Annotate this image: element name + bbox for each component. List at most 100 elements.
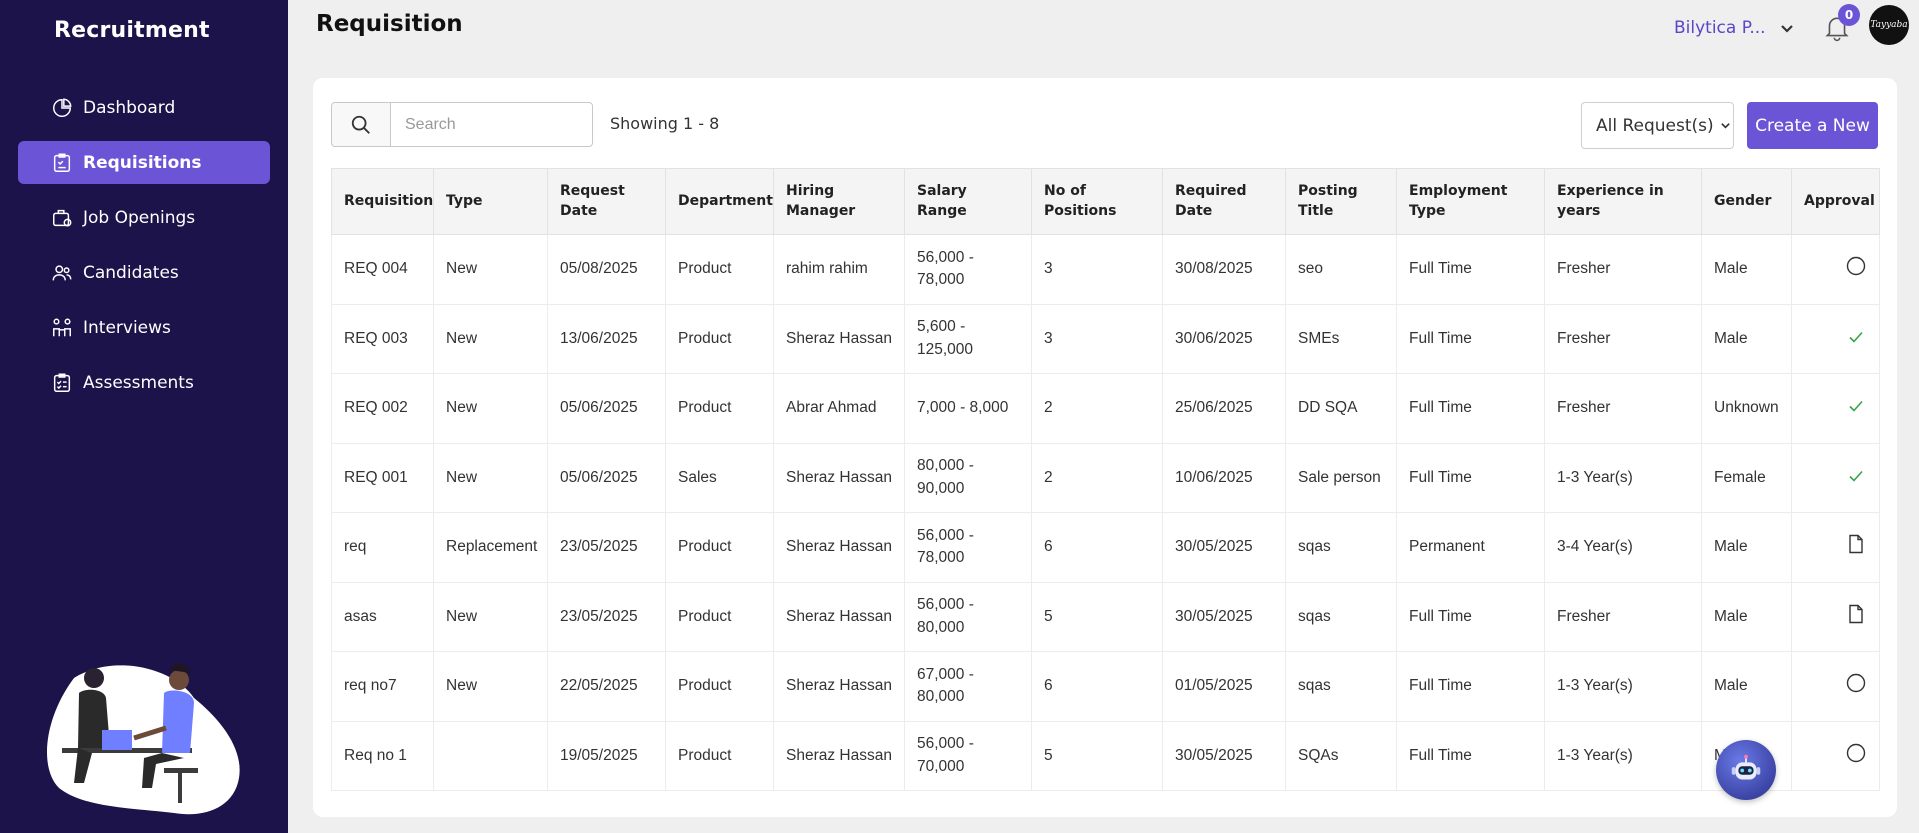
column-header[interactable]: No of Positions: [1031, 168, 1163, 235]
cell-manager: Sheraz Hassan: [773, 512, 905, 583]
cell-type: New: [433, 442, 548, 513]
cell-positions: 2: [1031, 373, 1163, 444]
cell-experience: 3-4 Year(s): [1544, 512, 1702, 583]
cell-positions: 3: [1031, 303, 1163, 374]
search-button[interactable]: [331, 102, 391, 147]
table-row[interactable]: asas New 23/05/2025 Product Sheraz Hassan 56,…: [331, 581, 1880, 652]
cell-manager: Sheraz Hassan: [773, 720, 905, 791]
cell-title: DD SQA: [1285, 373, 1397, 444]
column-header[interactable]: Experience in years: [1544, 168, 1702, 235]
create-new-button[interactable]: Create a New: [1747, 102, 1878, 149]
cell-type: [433, 720, 548, 791]
cell-positions: 5: [1031, 581, 1163, 652]
sidebar-item-job-openings[interactable]: Job Openings: [18, 196, 270, 239]
search-input[interactable]: [390, 102, 593, 147]
column-header[interactable]: Gender: [1701, 168, 1792, 235]
table-row[interactable]: req no7 New 22/05/2025 Product Sheraz Hassan…: [331, 651, 1880, 722]
cell-department: Product: [665, 651, 774, 722]
cell-requisition: asas: [331, 581, 434, 652]
cell-salary: 56,000 - 70,000: [904, 720, 1032, 791]
company-selector[interactable]: Bilytica P...: [1674, 18, 1794, 38]
search-icon: [351, 115, 370, 134]
document-icon[interactable]: [1845, 533, 1867, 555]
cell-salary: 56,000 - 78,000: [904, 512, 1032, 583]
cell-request-date: 05/08/2025: [547, 234, 666, 305]
sidebar-item-dashboard[interactable]: Dashboard: [18, 86, 270, 129]
column-header[interactable]: Requisition: [331, 168, 434, 235]
column-header[interactable]: Salary Range: [904, 168, 1032, 235]
cell-title: sqas: [1285, 512, 1397, 583]
avatar[interactable]: Tayyaba: [1869, 5, 1909, 45]
column-header[interactable]: Request Date: [547, 168, 666, 235]
table-row[interactable]: REQ 003 New 13/06/2025 Product Sheraz Hassan…: [331, 303, 1880, 374]
cell-experience: Fresher: [1544, 373, 1702, 444]
cell-salary: 56,000 - 78,000: [904, 234, 1032, 305]
table-row[interactable]: req Replacement 23/05/2025 Product Sheraz Ha…: [331, 512, 1880, 583]
chevron-down-icon: [1720, 123, 1730, 129]
cell-required-date: 30/06/2025: [1162, 303, 1286, 374]
sidebar-item-label: Dashboard: [83, 97, 176, 118]
sidebar-item-requisitions[interactable]: Requisitions: [18, 141, 270, 184]
table-row[interactable]: REQ 004 New 05/08/2025 Product rahim rahim 56…: [331, 234, 1880, 305]
cell-manager: Abrar Ahmad: [773, 373, 905, 444]
column-header[interactable]: Required Date: [1162, 168, 1286, 235]
cell-request-date: 05/06/2025: [547, 373, 666, 444]
sidebar-item-assessments[interactable]: Assessments: [18, 361, 270, 404]
cell-employment: Full Time: [1396, 720, 1545, 791]
document-icon[interactable]: [1845, 603, 1867, 625]
cell-title: SMEs: [1285, 303, 1397, 374]
column-header[interactable]: Approval: [1791, 168, 1880, 235]
cell-required-date: 30/08/2025: [1162, 234, 1286, 305]
cell-type: New: [433, 303, 548, 374]
robot-icon: [1731, 754, 1761, 780]
request-filter-dropdown[interactable]: All Request(s): [1581, 102, 1734, 149]
cell-approval: [1791, 512, 1880, 583]
sidebar-item-label: Interviews: [83, 317, 171, 338]
showing-count: Showing 1 - 8: [610, 114, 720, 133]
cell-request-date: 23/05/2025: [547, 581, 666, 652]
cell-experience: 1-3 Year(s): [1544, 720, 1702, 791]
column-header[interactable]: Hiring Manager: [773, 168, 905, 235]
table-row[interactable]: Req no 1 19/05/2025 Product Sheraz Hassan 56…: [331, 720, 1880, 791]
sidebar-item-interviews[interactable]: Interviews: [18, 306, 270, 349]
cell-positions: 2: [1031, 442, 1163, 513]
cell-approval: [1791, 373, 1880, 444]
table-row[interactable]: REQ 001 New 05/06/2025 Sales Sheraz Hassan 80…: [331, 442, 1880, 513]
column-header[interactable]: Department: [665, 168, 774, 235]
column-header[interactable]: Posting Title: [1285, 168, 1397, 235]
pending-circle-icon[interactable]: [1845, 742, 1867, 764]
sidebar-item-label: Job Openings: [83, 207, 196, 228]
table-header-row: Requisition Type Request Date Department…: [331, 168, 1880, 235]
cell-department: Sales: [665, 442, 774, 513]
chatbot-button[interactable]: [1716, 740, 1776, 800]
cell-type: New: [433, 373, 548, 444]
cell-request-date: 19/05/2025: [547, 720, 666, 791]
pending-circle-icon[interactable]: [1845, 672, 1867, 694]
cell-title: sqas: [1285, 581, 1397, 652]
clipboard-icon: [50, 151, 74, 175]
pending-circle-icon[interactable]: [1845, 255, 1867, 277]
cell-approval: [1791, 442, 1880, 513]
requisition-card: Showing 1 - 8 All Request(s) Create a Ne…: [313, 78, 1897, 817]
requisition-table: Requisition Type Request Date Department…: [331, 168, 1880, 791]
sidebar-nav: Dashboard Requisitions Job Openings Cand…: [18, 86, 270, 416]
cell-type: Replacement: [433, 512, 548, 583]
cell-request-date: 05/06/2025: [547, 442, 666, 513]
cell-department: Product: [665, 512, 774, 583]
check-icon[interactable]: [1845, 395, 1867, 417]
cell-title: sqas: [1285, 651, 1397, 722]
requisition-table-wrap: Requisition Type Request Date Department…: [331, 168, 1880, 791]
brand-title: Recruitment: [54, 18, 210, 43]
cell-approval: [1791, 303, 1880, 374]
cell-required-date: 10/06/2025: [1162, 442, 1286, 513]
page-title: Requisition: [316, 11, 463, 37]
check-icon[interactable]: [1845, 326, 1867, 348]
cell-gender: Male: [1701, 234, 1792, 305]
cell-required-date: 25/06/2025: [1162, 373, 1286, 444]
table-body: REQ 004 New 05/08/2025 Product rahim rahim 56…: [331, 234, 1880, 791]
table-row[interactable]: REQ 002 New 05/06/2025 Product Abrar Ahmad 7,…: [331, 373, 1880, 444]
column-header[interactable]: Employment Type: [1396, 168, 1545, 235]
column-header[interactable]: Type: [433, 168, 548, 235]
sidebar-item-candidates[interactable]: Candidates: [18, 251, 270, 294]
check-icon[interactable]: [1845, 465, 1867, 487]
